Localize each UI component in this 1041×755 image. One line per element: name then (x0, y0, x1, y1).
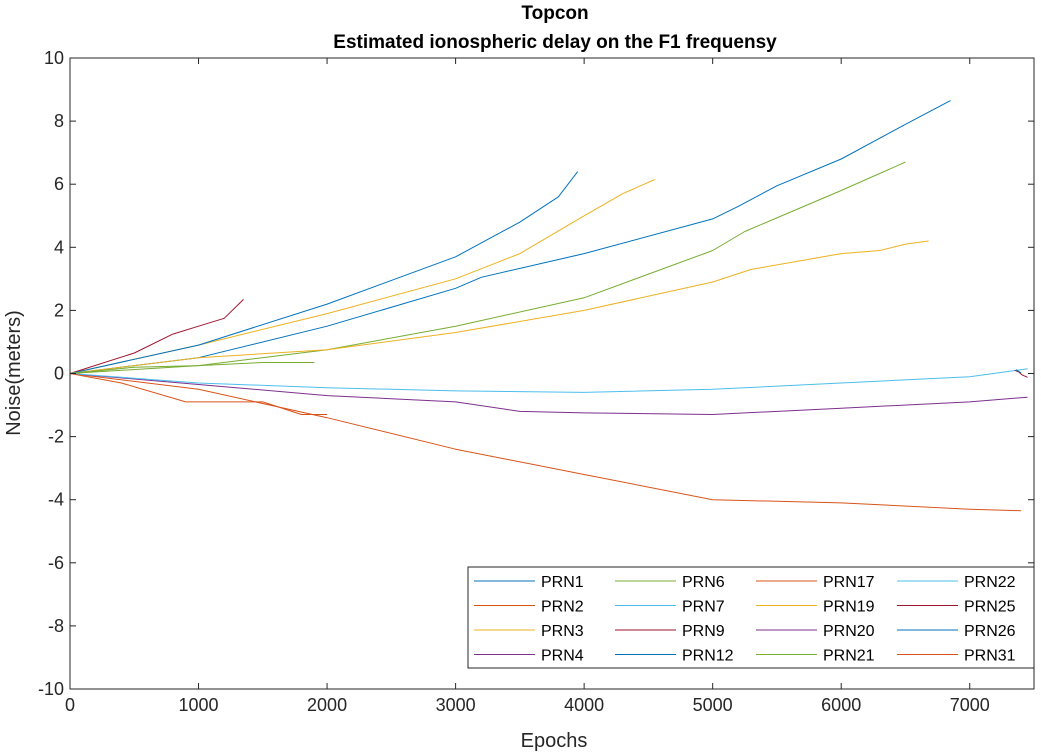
y-tick-label-4: 2 (54, 300, 64, 320)
series-line-prn7 (69, 368, 1028, 393)
y-tick-label-7: -4 (48, 490, 64, 510)
legend-label-prn21: PRN21 (823, 648, 875, 665)
x-tick-label-7: 7000 (950, 695, 990, 715)
x-axis: 0 1000 2000 3000 4000 5000 6000 7000 (65, 58, 990, 715)
chart-subtitle: Estimated ionospheric delay on the F1 fr… (333, 32, 777, 53)
legend-label-prn26: PRN26 (964, 623, 1016, 640)
y-tick-label-1: 8 (54, 111, 64, 131)
y-tick-label-2: 6 (54, 174, 64, 194)
legend-label-prn20: PRN20 (823, 623, 875, 640)
series-line-prn21 (69, 362, 315, 374)
x-tick-label-2: 2000 (307, 695, 347, 715)
legend-label-prn6: PRN6 (682, 574, 725, 591)
y-axis-label: Noise(meters) (3, 310, 25, 436)
x-tick-label-0: 0 (65, 695, 75, 715)
x-tick-label-6: 6000 (821, 695, 861, 715)
x-tick-label-4: 4000 (564, 695, 604, 715)
series-line-prn25 (1014, 369, 1028, 378)
legend-label-prn9: PRN9 (682, 623, 725, 640)
series-line-prn9 (69, 299, 244, 374)
legend-label-prn31: PRN31 (964, 648, 1016, 665)
legend-label-prn2: PRN2 (541, 599, 584, 616)
series-line-prn2 (69, 373, 1022, 512)
x-tick-label-3: 3000 (436, 695, 476, 715)
legend-label-prn1: PRN1 (541, 574, 584, 591)
legend-label-prn19: PRN19 (823, 599, 875, 616)
series-line-prn4 (69, 373, 1028, 415)
y-tick-label-3: 4 (54, 237, 64, 257)
y-tick-label-6: -2 (48, 427, 64, 447)
legend-label-prn3: PRN3 (541, 623, 584, 640)
legend-box (467, 566, 1035, 669)
x-tick-label-5: 5000 (693, 695, 733, 715)
y-tick-label-0: 10 (44, 48, 64, 68)
series-line-prn17 (69, 373, 328, 415)
x-tick-label-1: 1000 (179, 695, 219, 715)
legend-label-prn25: PRN25 (964, 599, 1016, 616)
y-tick-label-8: -6 (48, 553, 64, 573)
series-line-prn19 (69, 240, 929, 374)
chart-title: Topcon (521, 3, 588, 24)
legend-label-prn7: PRN7 (682, 599, 725, 616)
legend-label-prn17: PRN17 (823, 574, 875, 591)
y-tick-label-5: 0 (54, 364, 64, 384)
series-line-prn3 (69, 179, 656, 374)
legend: PRN1 PRN2 PRN3 PRN4 PRN6 PRN7 PRN9 PRN12 PRN17 PR… (467, 566, 1035, 669)
series-line-prn6 (69, 161, 906, 374)
plot-lines (69, 100, 1028, 512)
x-axis-label: Epochs (521, 730, 588, 752)
series-line-prn26 (1015, 369, 1022, 374)
legend-label-prn12: PRN12 (682, 648, 734, 665)
y-axis: 10 8 6 4 2 0 -2 -4 -6 -8 -10 (38, 48, 1034, 699)
legend-label-prn4: PRN4 (541, 648, 584, 665)
y-tick-label-10: -10 (38, 679, 64, 699)
legend-label-prn22: PRN22 (964, 574, 1016, 591)
series-line-prn1 (69, 100, 951, 374)
series-line-prn12 (69, 171, 579, 374)
y-tick-label-9: -8 (48, 616, 64, 636)
